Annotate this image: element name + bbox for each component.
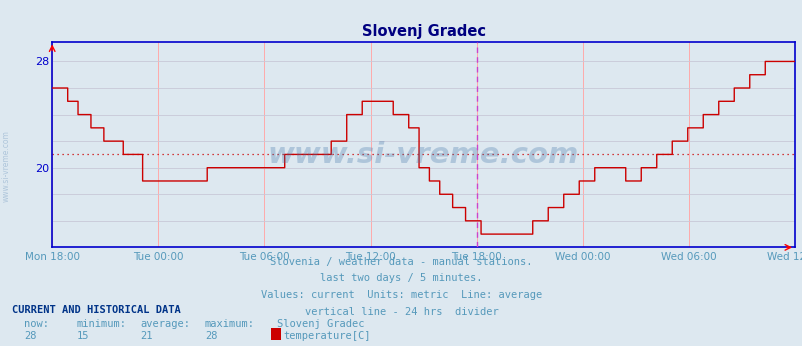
Text: 28: 28 [24, 331, 37, 341]
Text: www.si-vreme.com: www.si-vreme.com [268, 141, 578, 169]
Title: Slovenj Gradec: Slovenj Gradec [361, 24, 485, 39]
Text: CURRENT AND HISTORICAL DATA: CURRENT AND HISTORICAL DATA [12, 305, 180, 315]
Text: Values: current  Units: metric  Line: average: Values: current Units: metric Line: aver… [261, 290, 541, 300]
Text: temperature[C]: temperature[C] [283, 331, 371, 341]
Text: last two days / 5 minutes.: last two days / 5 minutes. [320, 273, 482, 283]
Text: Slovenia / weather data - manual stations.: Slovenia / weather data - manual station… [270, 257, 532, 267]
Text: now:: now: [24, 319, 49, 329]
Text: 15: 15 [76, 331, 89, 341]
Text: maximum:: maximum: [205, 319, 254, 329]
Text: vertical line - 24 hrs  divider: vertical line - 24 hrs divider [304, 307, 498, 317]
Text: www.si-vreme.com: www.si-vreme.com [2, 130, 11, 202]
Text: 28: 28 [205, 331, 217, 341]
Text: 21: 21 [140, 331, 153, 341]
Text: Slovenj Gradec: Slovenj Gradec [277, 319, 364, 329]
Text: average:: average: [140, 319, 190, 329]
Text: minimum:: minimum: [76, 319, 126, 329]
